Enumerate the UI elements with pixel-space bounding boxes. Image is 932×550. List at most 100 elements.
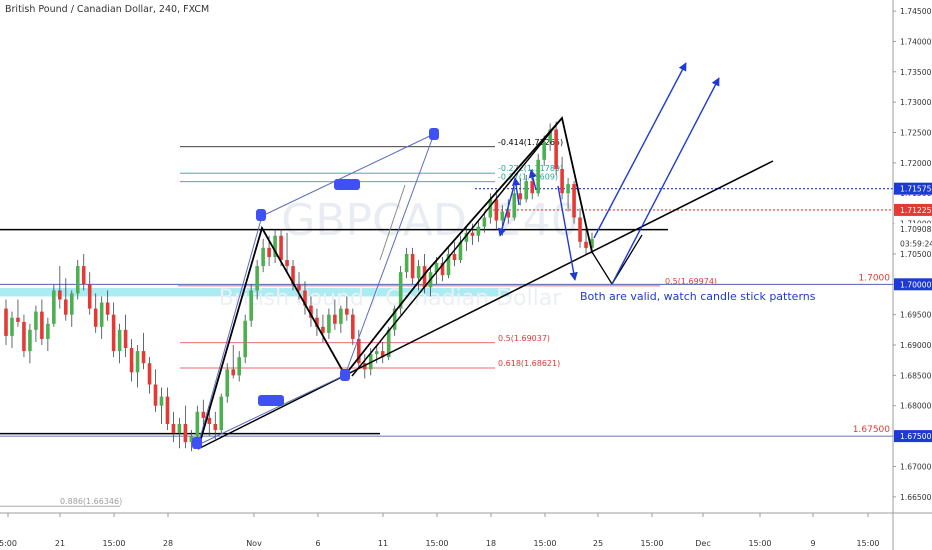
- fib-level-label: 0.5(1.69974): [665, 277, 717, 286]
- down-arrow: [557, 185, 578, 281]
- candle-body: [231, 369, 236, 376]
- candle-body: [309, 305, 313, 318]
- time-tick-label: 21: [55, 539, 65, 548]
- candle-body: [201, 411, 206, 418]
- price-label-text: 1.71225: [900, 206, 932, 215]
- price-tick-label: 1.72500: [900, 129, 932, 138]
- candle-body: [279, 235, 283, 261]
- candle-body: [458, 241, 463, 261]
- price-tick-label: 1.68500: [900, 371, 932, 380]
- drawing-handle[interactable]: [334, 179, 360, 190]
- watermark-layer: GBPCAD, 240 British Pound / Canadian Dol…: [219, 195, 579, 311]
- price-tick-label: 1.74000: [900, 37, 932, 46]
- candle-body: [470, 232, 475, 236]
- fib-level-label: -0.27(1.71609): [498, 173, 558, 182]
- candle-body: [93, 308, 98, 327]
- price-label-text: 1.70000: [900, 280, 932, 289]
- projection-line: [197, 374, 346, 446]
- candle-body: [81, 266, 86, 285]
- drawing-handle[interactable]: [340, 369, 350, 381]
- candle-body: [99, 302, 104, 327]
- candle-body: [141, 351, 146, 364]
- down-arrow: [497, 185, 515, 237]
- candle-body: [464, 232, 469, 242]
- up-arrow: [511, 177, 521, 206]
- time-tick-label: 15:00: [640, 539, 663, 548]
- candle-body: [440, 263, 445, 276]
- candle-body: [10, 317, 14, 336]
- zigzag-pattern: [197, 116, 593, 450]
- candle-body: [207, 417, 212, 424]
- candle-body: [153, 384, 158, 406]
- candle-body: [386, 329, 391, 358]
- time-tick-label: Nov: [246, 539, 262, 548]
- drawing-handle[interactable]: [192, 437, 202, 449]
- candle-body: [165, 396, 170, 424]
- trendline: [197, 160, 774, 450]
- candle-body: [303, 290, 307, 306]
- support-zone: [0, 287, 510, 297]
- drawings-layer: Both are valid, watch candle stick patte…: [192, 62, 816, 450]
- price-label-box: [894, 237, 932, 250]
- price-tick-label: 1.70500: [900, 250, 932, 259]
- projection-line: [197, 215, 263, 446]
- candle-body: [572, 184, 576, 218]
- time-tick-label: 5:00: [0, 539, 17, 548]
- time-tick-label: 18: [486, 539, 496, 548]
- candle-body: [476, 226, 481, 236]
- fib-level-label: -0.272(1.71789): [498, 164, 563, 173]
- candle-body: [273, 235, 277, 257]
- time-tick-label: Dec: [695, 539, 710, 548]
- candle-body: [452, 253, 457, 261]
- candle-body: [255, 266, 259, 291]
- price-tick-label: 1.69500: [900, 311, 932, 320]
- candle-body: [52, 290, 56, 324]
- candle-body: [34, 311, 38, 330]
- candle-body: [566, 184, 570, 194]
- drawing-handle[interactable]: [258, 395, 284, 406]
- candle-body: [28, 329, 32, 352]
- price-label-box: [894, 182, 932, 195]
- price-tick-label: 1.66500: [900, 493, 932, 502]
- price-label-text: 1.67500: [900, 432, 932, 441]
- candle-body: [333, 314, 337, 324]
- candle-body: [189, 436, 194, 443]
- level-label: 1.7000: [859, 273, 891, 283]
- time-tick-label: 11: [378, 539, 388, 548]
- candle-body: [357, 338, 361, 364]
- price-label-text: 1.70908: [900, 225, 932, 234]
- candle-body: [225, 369, 230, 397]
- time-tick-label: 6: [315, 539, 320, 548]
- candle-body: [590, 238, 594, 248]
- price-tick-label: 1.67000: [900, 462, 932, 471]
- projection-line: [379, 184, 406, 261]
- drawing-handle[interactable]: [256, 209, 266, 221]
- drawing-handle[interactable]: [429, 128, 439, 140]
- price-label-text: 1.71575: [900, 185, 932, 194]
- candle-body: [123, 329, 128, 349]
- candle-body: [40, 311, 44, 339]
- chart-title: British Pound / Canadian Dollar, 240, FX…: [5, 4, 210, 15]
- candle-body: [518, 193, 523, 200]
- candle-body: [560, 168, 564, 194]
- price-tick-label: 1.74500: [900, 7, 932, 16]
- levels-layer: 1.7000 1.67500 -0.414(1.72265) -0.272(1.717…: [0, 138, 893, 507]
- candle-body: [58, 290, 62, 300]
- fib-level-label: 0.5(1.69037): [498, 334, 550, 343]
- candles-layer: [4, 121, 594, 452]
- time-tick-label: 15:00: [533, 539, 556, 548]
- fib-level-label: -0.414(1.72265): [498, 138, 563, 147]
- candle-body: [422, 266, 427, 288]
- watermark-name: British Pound / Canadian Dollar: [219, 286, 562, 311]
- price-label-box: [894, 430, 932, 443]
- candle-body: [482, 217, 487, 227]
- candle-body: [237, 357, 241, 376]
- candle-body: [398, 272, 403, 309]
- candle-body: [46, 323, 50, 339]
- candle-body: [584, 241, 588, 248]
- fib-level-label: 0.618(1.68621): [498, 359, 560, 368]
- candle-body: [16, 317, 20, 322]
- candle-body: [64, 299, 68, 315]
